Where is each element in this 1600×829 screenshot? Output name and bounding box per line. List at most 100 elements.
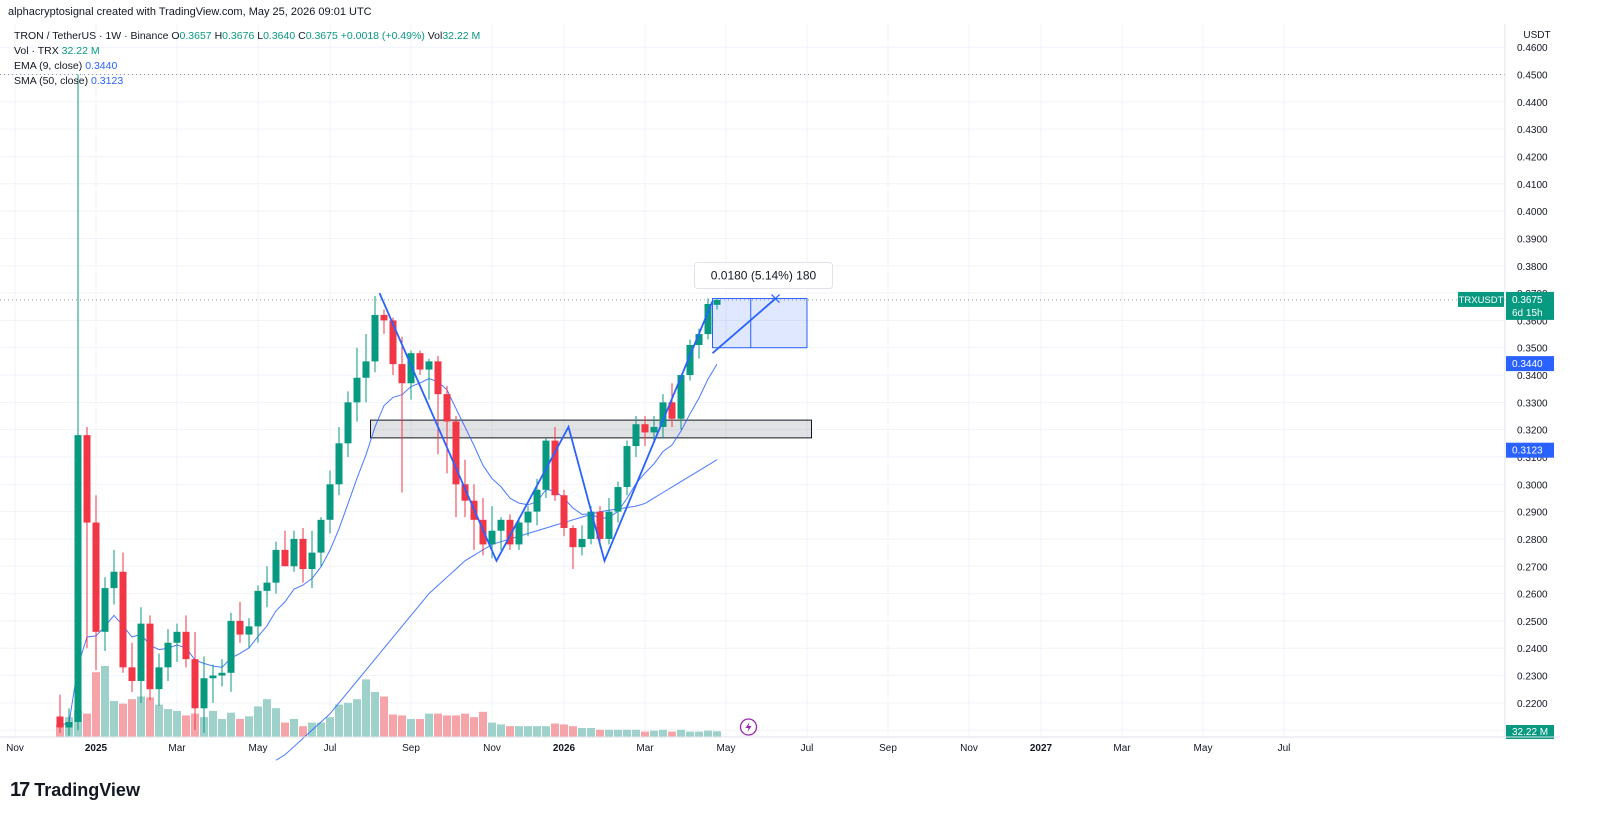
symbol-title[interactable]: TRON / TetherUS · 1W · Binance: [14, 30, 169, 42]
candle-up: [587, 511, 595, 539]
candle-down: [452, 421, 460, 485]
volume-bar: [398, 715, 406, 737]
measure-label: 0.0180 (5.14%) 180: [711, 269, 817, 283]
candle-up: [632, 424, 640, 447]
price-tick-label: 0.4100: [1517, 180, 1548, 191]
price-tick-label: 0.2500: [1517, 617, 1548, 628]
volume-bar: [155, 704, 163, 737]
candle-down: [641, 424, 649, 433]
trend-line: [711, 297, 777, 354]
volume-bar: [506, 726, 514, 737]
volume-bar: [704, 730, 712, 737]
volume-bar: [587, 728, 595, 737]
volume-bar: [623, 729, 631, 737]
volume-bar: [128, 699, 136, 737]
chart-legend: TRON / TetherUS · 1W · Binance O0.3657 H…: [14, 29, 480, 89]
volume-bar: [605, 729, 613, 737]
time-tick-label: Mar: [636, 743, 654, 754]
resistance-zone: [370, 419, 812, 439]
chart-area[interactable]: 0.0180 (5.14%) 180 USDT 0.4600 0.4500 0.4400…: [0, 24, 1560, 764]
volume-bar: [524, 726, 532, 737]
candle-up: [533, 489, 541, 512]
tradingview-logo[interactable]: 17 TradingView: [10, 779, 140, 802]
currency-label: USDT: [1523, 30, 1550, 41]
candle-up: [488, 530, 496, 545]
time-tick-label: May: [717, 743, 736, 754]
candle-down: [560, 495, 568, 529]
price-tick-label: 0.2300: [1517, 672, 1548, 683]
volume-bar: [578, 728, 586, 737]
volume-indicator-label: Vol · TRX: [14, 45, 59, 57]
volume-bar: [371, 692, 379, 737]
volume-bar: [407, 719, 415, 737]
volume-indicator-value: 32.22 M: [61, 45, 100, 57]
volume-bar: [344, 702, 352, 737]
volume-bar: [560, 724, 568, 737]
time-tick-label: 2027: [1030, 743, 1053, 754]
volume-bar: [146, 697, 154, 737]
volume-indicator-row[interactable]: Vol · TRX 32.22 M: [14, 44, 480, 59]
volume-bar: [263, 699, 271, 737]
volume-price-box: [1506, 725, 1554, 739]
open-label: O: [171, 30, 180, 42]
candle-up: [101, 588, 109, 632]
sma-indicator-row[interactable]: SMA (50, close) 0.3123: [14, 74, 480, 89]
last-price-box: [1506, 291, 1554, 320]
measure-label-box: [694, 262, 833, 290]
price-tick-label: 0.2900: [1517, 508, 1548, 519]
candle-up: [65, 721, 73, 728]
volume-bar: [713, 731, 721, 737]
candle-up: [344, 402, 352, 444]
price-chart[interactable]: 0.0180 (5.14%) 180 USDT 0.4600 0.4500 0.4400…: [0, 24, 1560, 764]
volume-bar: [272, 708, 280, 737]
candle-up: [515, 522, 523, 545]
volume-price-label: 32.22 M: [1512, 727, 1548, 738]
candle-up: [605, 511, 613, 539]
volume-bar: [119, 703, 127, 737]
bar-countdown-label: 6d 15h: [1512, 308, 1543, 319]
price-tick-label: 0.3100: [1517, 453, 1548, 464]
volume-bar: [389, 714, 397, 737]
candle-down: [443, 394, 451, 422]
tradingview-wordmark: TradingView: [34, 780, 140, 800]
symbol-tag: TRXUSDT: [1459, 295, 1504, 306]
volume-bar: [416, 719, 424, 737]
candle-up: [227, 620, 235, 673]
time-tick-label: Mar: [168, 743, 186, 754]
chart-caption: alphacryptosignal created with TradingVi…: [8, 6, 372, 18]
candle-down: [461, 484, 469, 501]
price-tick-label: 0.3800: [1517, 262, 1548, 273]
volume-bar: [479, 711, 487, 737]
ema-indicator-row[interactable]: EMA (9, close) 0.3440: [14, 59, 480, 74]
price-tick-label: 0.3400: [1517, 371, 1548, 382]
candle-up: [290, 538, 298, 567]
volume-bar: [641, 731, 649, 737]
candle-down: [506, 519, 514, 545]
price-tick-label: 0.4600: [1517, 43, 1548, 54]
candle-up: [650, 426, 658, 433]
volume-bar: [659, 729, 667, 737]
price-tick-label: 0.3300: [1517, 398, 1548, 409]
candle-up: [335, 443, 343, 485]
candle-up: [686, 344, 694, 376]
candle-down: [596, 511, 604, 539]
candle-up: [542, 440, 550, 490]
candle-up: [425, 361, 433, 370]
time-tick-label: Jul: [324, 743, 337, 754]
symbol-row[interactable]: TRON / TetherUS · 1W · Binance O0.3657 H…: [14, 29, 480, 44]
volume-bar: [164, 709, 172, 737]
volume-bar: [677, 729, 685, 737]
volume-bar: [551, 723, 559, 737]
volume-bar: [101, 665, 109, 737]
candle-up: [695, 334, 703, 345]
candle-up: [155, 667, 163, 690]
volume-bar: [569, 726, 577, 737]
volume-bar: [83, 713, 91, 737]
candle-up: [362, 361, 370, 378]
candle-up: [218, 672, 226, 676]
candle-up: [578, 538, 586, 548]
volume-bar: [92, 672, 100, 737]
ema-price-box: [1506, 356, 1554, 372]
volume-bar: [632, 729, 640, 737]
tradingview-logo-icon: 17: [10, 779, 30, 801]
